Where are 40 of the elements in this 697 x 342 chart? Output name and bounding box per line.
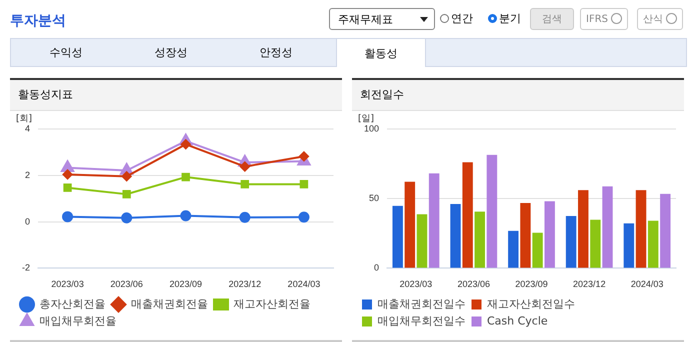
x-tick-label: 2023/12 [228,279,262,290]
y-tick-label: 0 [374,262,380,273]
x-tick-label: 2023/09 [515,279,548,290]
text: 활동성 [336,38,426,67]
text: 투자분석 [10,12,66,30]
text: 분기 [498,11,521,26]
x-tick-label: 2023/03 [400,279,432,290]
x-tick-label: 2023/06 [457,279,490,290]
x-tick-label: 2023/12 [573,279,606,290]
text: 성장성 [154,45,188,60]
y-tick-label: -2 [22,262,30,273]
y-tick-label: 4 [24,123,30,134]
text: 연간 [450,11,473,26]
y-tick-label: 100 [364,123,380,134]
legend-label: 매입채무회전일수 [378,314,466,328]
y-axis-title: [일] [358,114,374,124]
y-tick-label: 2 [24,170,30,180]
x-tick-label: 2024/03 [288,279,320,290]
legend-label: Cash Cycle [487,314,548,328]
y-tick-label: 50 [369,193,380,204]
y-axis-title: [회] [16,114,32,124]
x-tick-label: 2023/09 [169,279,202,290]
y-tick-label: 0 [24,216,30,226]
legend-label: 총자산회전율 [40,297,106,310]
x-tick-label: 2023/03 [51,279,84,290]
chart-title: 활동성지표 [10,80,342,111]
text: 안정성 [258,45,294,60]
text: 산식 [637,8,683,30]
legend-label: 매출채권회전율 [131,297,208,310]
text: 수익성 [48,45,84,60]
chart-title: 회전일수 [352,80,684,111]
x-tick-label: 2024/03 [630,279,664,290]
text: 주재무제표 [329,8,435,30]
legend-label: 매입채무회전율 [40,314,116,328]
legend-label: 매출채권회전일수 [378,297,466,310]
legend-label: 재고자산회전율 [234,297,310,310]
x-tick-label: 2023/06 [110,279,143,290]
text: 검색 [530,8,574,30]
legend-label: 재고자산회전일수 [487,297,575,310]
text: IFRS [580,8,628,30]
